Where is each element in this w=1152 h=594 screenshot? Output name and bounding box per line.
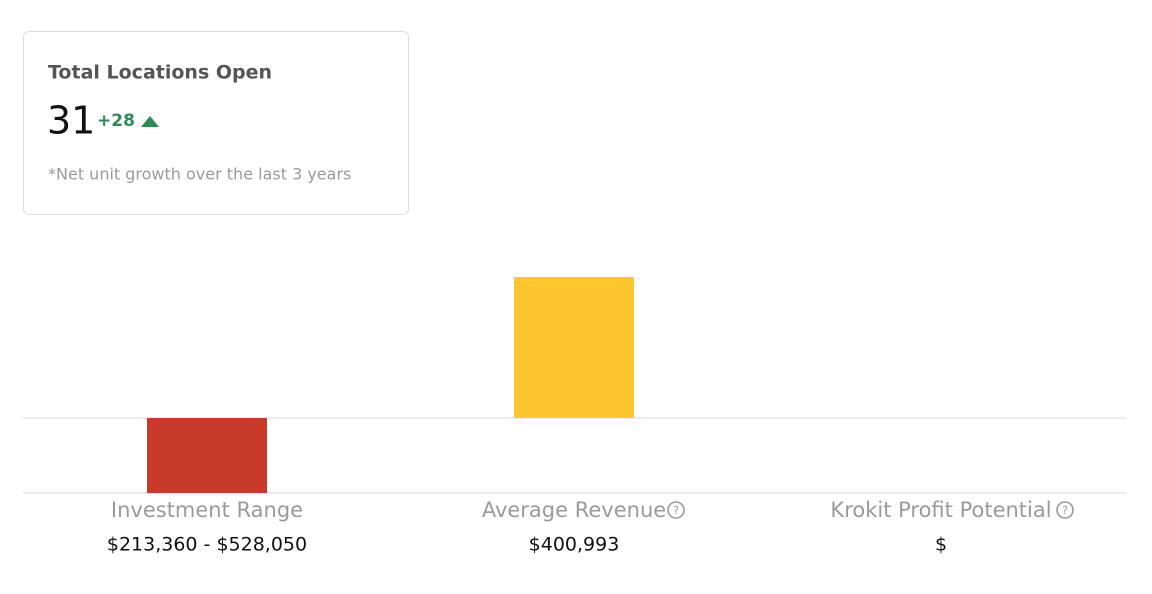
summary-card bbox=[23, 31, 409, 215]
svg-text:?: ? bbox=[673, 504, 679, 517]
help-icon[interactable]: ? bbox=[1056, 501, 1074, 519]
card-change: +28 bbox=[97, 111, 135, 131]
card-value: 31 bbox=[47, 99, 95, 143]
bar bbox=[514, 277, 634, 418]
card-title: Total Locations Open bbox=[48, 62, 272, 84]
svg-text:?: ? bbox=[1062, 504, 1068, 517]
value-text: $400,993 bbox=[529, 534, 620, 556]
value-text: $ bbox=[935, 534, 947, 556]
up-arrow bbox=[141, 116, 159, 127]
category-label: Investment Range bbox=[111, 498, 303, 522]
card-note: *Net unit growth over the last 3 years bbox=[48, 165, 351, 184]
help-icon[interactable]: ? bbox=[667, 501, 685, 519]
bar bbox=[147, 418, 267, 493]
value-text: $213,360 - $528,050 bbox=[107, 534, 307, 556]
category-label: Krokit Profit Potential bbox=[830, 498, 1051, 522]
category-label: Average Revenue bbox=[482, 498, 666, 522]
